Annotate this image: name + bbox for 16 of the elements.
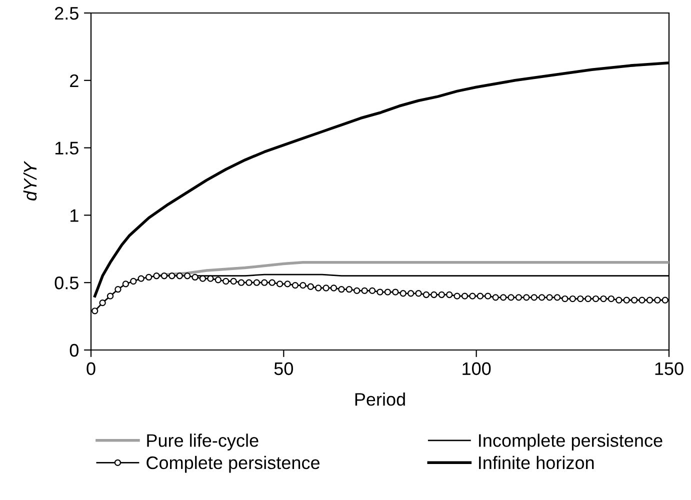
legend-label: Pure life-cycle <box>147 434 258 450</box>
y-tick-label: 1 <box>70 209 78 222</box>
y-axis-title: dY/Y <box>23 160 37 200</box>
legend-label: Incomplete persistence <box>479 434 662 450</box>
x-tick-label: 50 <box>274 362 294 376</box>
x-axis-title: Period <box>355 392 405 406</box>
y-tick-label: 1.5 <box>55 142 78 155</box>
legend-label: Infinite horizon <box>479 456 594 470</box>
x-tick-label: 150 <box>655 362 684 376</box>
x-tick-label: 100 <box>462 362 491 376</box>
y-tick-label: 2.5 <box>55 6 78 20</box>
y-tick-label: 0.5 <box>54 276 78 290</box>
y-tick-label: 0 <box>70 344 78 357</box>
legend-label: Complete persistence <box>146 456 320 473</box>
x-tick-label: 0 <box>86 362 96 376</box>
y-tick-label: 2 <box>70 74 78 87</box>
